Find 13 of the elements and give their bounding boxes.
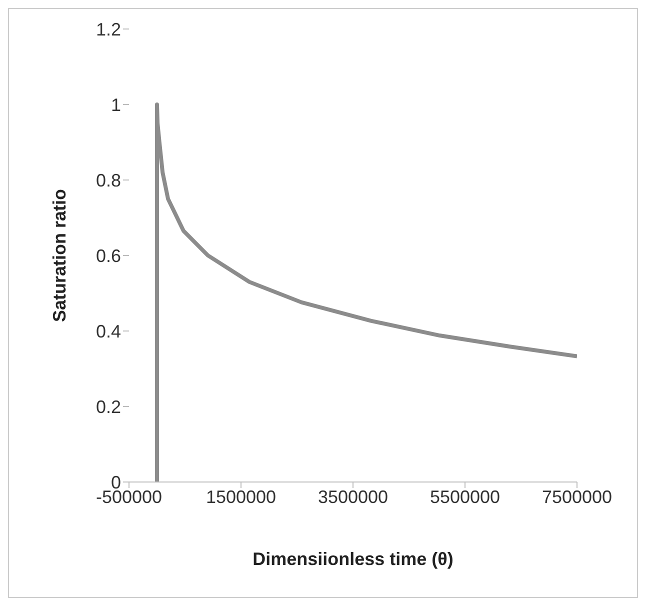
x-axis-title: Dimensiionless time (θ) [252, 549, 454, 569]
y-tick-label: 1.2 [96, 19, 121, 40]
y-tick-label: 0.4 [96, 321, 121, 342]
x-tick-label: 7500000 [542, 486, 612, 507]
y-tick-label: 1 [110, 94, 121, 115]
x-tick-label: 3500000 [318, 486, 388, 507]
y-tick-label: 0.2 [96, 396, 121, 417]
y-axis-title: Saturation ratio [49, 188, 70, 322]
y-tick-label: 0.6 [96, 246, 121, 266]
x-tick-label: 1500000 [206, 486, 276, 507]
x-tick-label: 5500000 [430, 486, 500, 507]
line-series [155, 102, 577, 482]
y-tick-label: 0.8 [96, 170, 121, 190]
